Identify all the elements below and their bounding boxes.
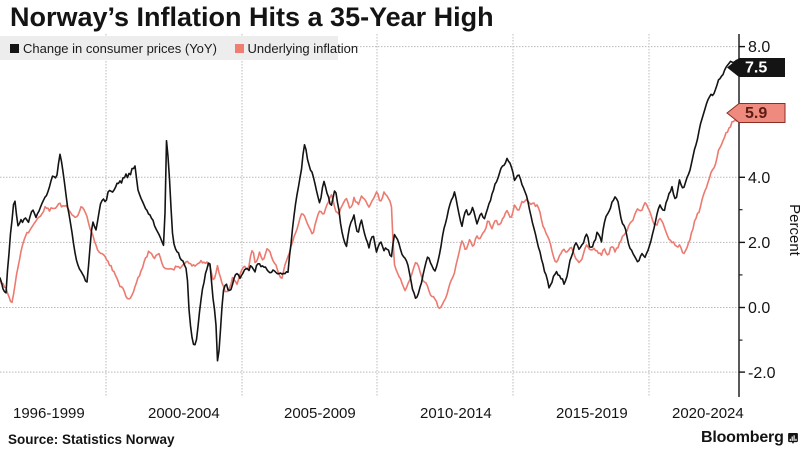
svg-text:Source: Statistics Norway: Source: Statistics Norway — [8, 432, 175, 447]
svg-text:4.0: 4.0 — [748, 170, 770, 187]
svg-text:2005-2009: 2005-2009 — [284, 405, 356, 422]
svg-text:7.5: 7.5 — [745, 60, 767, 77]
svg-text:2.0: 2.0 — [748, 235, 770, 252]
svg-text:0.0: 0.0 — [748, 300, 770, 317]
svg-text:1996-1999: 1996-1999 — [13, 405, 85, 422]
svg-text:5.9: 5.9 — [745, 105, 767, 122]
svg-text:2010-2014: 2010-2014 — [420, 405, 492, 422]
svg-text:2000-2004: 2000-2004 — [148, 405, 220, 422]
svg-text:Percent: Percent — [786, 204, 800, 257]
svg-text:8.0: 8.0 — [748, 39, 770, 56]
svg-text:-2.0: -2.0 — [748, 365, 776, 382]
svg-text:2015-2019: 2015-2019 — [556, 405, 628, 422]
svg-text:2020-2024: 2020-2024 — [672, 405, 744, 422]
